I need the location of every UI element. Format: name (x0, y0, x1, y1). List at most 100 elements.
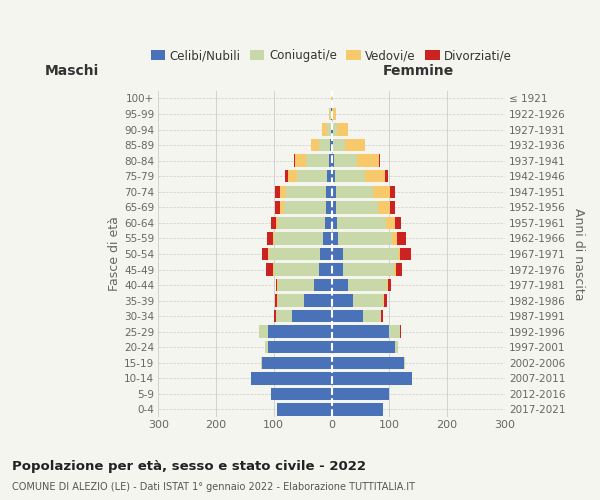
Bar (363, 310, 380, 322)
Legend: Celibi/Nubili, Coniugati/e, Vedovi/e, Divorziati/e: Celibi/Nubili, Coniugati/e, Vedovi/e, Di… (146, 44, 517, 67)
Bar (274, 232, 323, 244)
Bar (379, 154, 380, 167)
Bar (319, 264, 332, 276)
Bar (262, 248, 268, 260)
Bar (334, 154, 357, 167)
Bar (280, 201, 284, 213)
Bar (275, 279, 277, 291)
Bar (286, 186, 326, 198)
Bar (377, 201, 391, 213)
Bar (269, 248, 320, 260)
Bar (272, 264, 274, 276)
Bar (332, 124, 337, 136)
Bar (275, 186, 280, 198)
Text: Maschi: Maschi (44, 64, 99, 78)
Bar (392, 232, 397, 244)
Bar (266, 264, 272, 276)
Bar (262, 356, 332, 369)
Bar (261, 356, 262, 369)
Bar (398, 248, 400, 260)
Bar (330, 108, 331, 120)
Bar (326, 186, 332, 198)
Bar (275, 201, 280, 213)
Bar (394, 264, 396, 276)
Bar (391, 186, 395, 198)
Bar (325, 216, 332, 229)
Bar (265, 341, 268, 353)
Bar (268, 326, 332, 338)
Bar (277, 279, 278, 291)
Bar (271, 388, 332, 400)
Bar (338, 232, 392, 244)
Bar (276, 310, 292, 322)
Bar (304, 294, 332, 307)
Bar (343, 248, 398, 260)
Bar (288, 170, 297, 182)
Bar (305, 154, 329, 167)
Bar (400, 248, 410, 260)
Bar (329, 154, 332, 167)
Bar (280, 186, 286, 198)
Bar (274, 264, 319, 276)
Bar (272, 232, 274, 244)
Bar (345, 139, 365, 151)
Bar (286, 170, 288, 182)
Bar (268, 248, 269, 260)
Bar (385, 170, 388, 182)
Bar (386, 216, 395, 229)
Bar (332, 326, 389, 338)
Bar (332, 341, 395, 353)
Bar (337, 124, 347, 136)
Bar (333, 108, 336, 120)
Bar (332, 170, 335, 182)
Bar (391, 201, 395, 213)
Bar (332, 139, 333, 151)
Bar (400, 326, 401, 338)
Text: Popolazione per età, sesso e stato civile - 2022: Popolazione per età, sesso e stato civil… (12, 460, 366, 473)
Bar (330, 139, 332, 151)
Bar (337, 216, 386, 229)
Bar (332, 279, 347, 291)
Bar (373, 186, 391, 198)
Bar (332, 154, 334, 167)
Bar (284, 201, 326, 213)
Bar (323, 232, 332, 244)
Bar (332, 186, 335, 198)
Bar (314, 279, 332, 291)
Bar (332, 201, 336, 213)
Bar (329, 108, 330, 120)
Bar (268, 341, 332, 353)
Bar (278, 294, 304, 307)
Bar (332, 232, 338, 244)
Bar (332, 294, 353, 307)
Bar (271, 216, 275, 229)
Bar (389, 326, 400, 338)
Bar (332, 403, 383, 415)
Bar (397, 232, 406, 244)
Bar (332, 388, 389, 400)
Bar (395, 341, 398, 353)
Bar (297, 170, 327, 182)
Bar (327, 170, 332, 182)
Bar (332, 372, 412, 384)
Bar (353, 294, 383, 307)
Y-axis label: Fasce di età: Fasce di età (108, 216, 121, 292)
Bar (295, 154, 305, 167)
Bar (311, 139, 319, 151)
Bar (319, 139, 330, 151)
Bar (275, 216, 278, 229)
Bar (347, 279, 387, 291)
Bar (278, 216, 325, 229)
Bar (357, 154, 379, 167)
Bar (292, 310, 332, 322)
Bar (388, 279, 391, 291)
Bar (384, 294, 387, 307)
Bar (277, 403, 332, 415)
Bar (365, 170, 385, 182)
Bar (343, 264, 394, 276)
Bar (251, 372, 332, 384)
Bar (274, 310, 275, 322)
Bar (333, 139, 345, 151)
Bar (332, 216, 337, 229)
Bar (387, 279, 388, 291)
